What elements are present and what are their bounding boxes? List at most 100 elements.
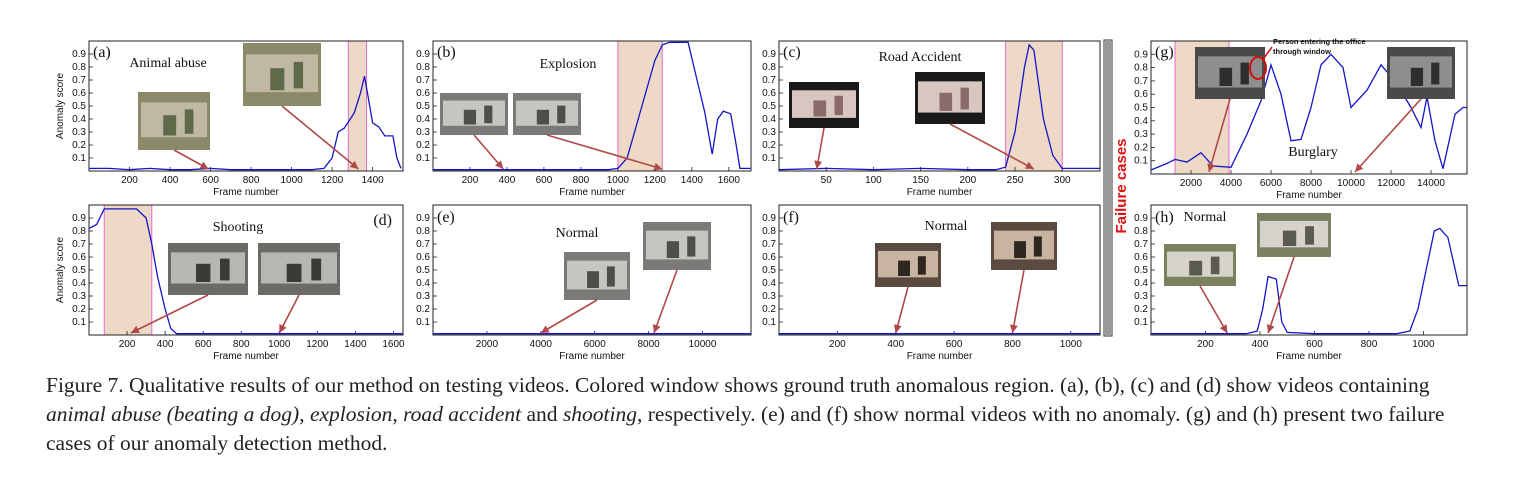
caption-text-4: and	[521, 402, 563, 426]
arrow-head	[1355, 163, 1364, 172]
x-tick-label: 1000	[1412, 339, 1435, 350]
y-tick-label: 0.7	[72, 75, 86, 86]
x-tick-label: 600	[536, 175, 553, 186]
ground-truth-window	[347, 40, 368, 172]
x-tick-label: 800	[243, 175, 260, 186]
x-axis-label: Frame number	[907, 351, 973, 360]
chart-a: 0.1 0.2 0.3 0.4 0.5 0.6 0.7 0.8 0.9 200 400 600 800 1…	[55, 40, 404, 198]
panel-letter: (f)	[783, 209, 799, 226]
pointer-arrow	[130, 294, 209, 334]
y-tick-label: 0.4	[1134, 116, 1148, 127]
x-tick-label: 1000	[280, 175, 303, 186]
x-axis-label: Frame number	[559, 351, 625, 360]
x-tick-label: 10000	[689, 339, 717, 350]
panel-title: Animal abuse	[129, 56, 206, 71]
y-tick-label: 0.7	[416, 239, 430, 250]
video-frame-thumbnail	[513, 93, 581, 135]
x-tick-label: 200	[462, 175, 479, 186]
anomaly-score-line	[433, 41, 751, 171]
x-tick-label: 4000	[530, 339, 553, 350]
x-tick-label: 200	[829, 339, 846, 350]
y-tick-label: 0.3	[762, 291, 776, 302]
failure-cases-separator: Failure cases	[1103, 39, 1130, 337]
y-tick-label: 0.5	[72, 101, 86, 112]
x-tick-label: 400	[499, 175, 516, 186]
anomaly-score-line	[1151, 227, 1467, 335]
x-tick-label: 400	[887, 339, 904, 350]
arrow-head	[279, 324, 287, 333]
y-tick-label: 0.5	[1134, 265, 1148, 276]
video-frame-thumbnail	[258, 243, 340, 295]
y-tick-label: 0.8	[762, 226, 776, 237]
x-axis-label: Frame number	[1276, 351, 1342, 360]
arrow-head	[130, 325, 140, 334]
x-tick-label: 400	[1252, 339, 1269, 350]
highlight-pointer	[1263, 46, 1273, 59]
pointer-arrow	[1354, 98, 1422, 173]
y-tick-label: 0.9	[1134, 49, 1148, 60]
video-frame-thumbnail	[1164, 244, 1236, 286]
y-tick-label: 0.1	[762, 153, 776, 164]
y-tick-label: 0.8	[1134, 63, 1148, 74]
arrow-head	[1009, 324, 1018, 333]
x-tick-label: 800	[1004, 339, 1021, 350]
y-tick-label: 0.1	[72, 153, 86, 164]
caption-emph-explosion: explosion	[309, 402, 393, 426]
video-frame-thumbnail	[168, 243, 248, 295]
panel-annotation: Person entering the office	[1273, 37, 1366, 46]
panel-title: Normal	[925, 219, 968, 234]
x-tick-label: 600	[946, 339, 963, 350]
y-tick-label: 0.5	[416, 101, 430, 112]
x-axis-label: Frame number	[213, 351, 279, 360]
y-tick-label: 0.7	[72, 239, 86, 250]
x-tick-label: 400	[162, 175, 179, 186]
panel-annotation: through window	[1273, 47, 1331, 56]
pointer-arrow	[281, 105, 359, 170]
y-tick-label: 0.6	[762, 252, 776, 263]
arrow-head	[814, 160, 823, 169]
x-axis-label: Frame number	[213, 187, 279, 198]
x-tick-label: 2000	[476, 339, 499, 350]
x-tick-label: 1600	[382, 339, 405, 350]
y-tick-label: 0.5	[72, 265, 86, 276]
y-tick-label: 0.3	[416, 291, 430, 302]
pointer-arrow	[949, 123, 1035, 170]
x-tick-label: 200	[1197, 339, 1214, 350]
y-tick-label: 0.7	[416, 75, 430, 86]
video-frame-thumbnail	[440, 93, 508, 135]
chart-f: 0.1 0.2 0.3 0.4 0.5 0.6 0.7 0.8 0.9 200 400 600 800 1…	[762, 204, 1101, 360]
arrow-head	[495, 160, 504, 169]
panel-letter: (d)	[373, 212, 392, 229]
y-tick-label: 0.1	[1134, 156, 1148, 167]
x-tick-label: 1200	[306, 339, 329, 350]
pointer-arrow	[546, 134, 663, 170]
x-axis-label: Frame number	[559, 187, 625, 198]
x-tick-label: 50	[821, 175, 833, 186]
pointer-arrow	[540, 299, 598, 334]
x-tick-label: 12000	[1377, 178, 1405, 189]
anomaly-score-line	[88, 208, 403, 335]
y-tick-label: 0.2	[72, 140, 86, 151]
y-tick-label: 0.9	[1134, 213, 1148, 224]
anomaly-score-line	[1150, 53, 1467, 171]
arrow-head	[652, 324, 661, 333]
caption-text-1: Figure 7. Qualitative results of our met…	[46, 373, 1430, 397]
y-tick-label: 0.9	[72, 213, 86, 224]
y-tick-label: 0.2	[416, 304, 430, 315]
video-frame-thumbnail	[243, 43, 321, 106]
x-tick-label: 6000	[1260, 178, 1283, 189]
y-tick-label: 0.5	[416, 265, 430, 276]
x-tick-label: 250	[1007, 175, 1024, 186]
caption-emph-animal-abuse: animal abuse (beating a dog)	[46, 402, 300, 426]
y-tick-label: 0.4	[416, 114, 430, 125]
ground-truth-window	[103, 204, 153, 336]
caption-emph-shooting: shooting	[562, 402, 638, 426]
panel-title: Shooting	[213, 220, 264, 235]
y-tick-label: 0.1	[416, 153, 430, 164]
video-frame-thumbnail	[991, 222, 1057, 270]
y-tick-label: 0.3	[1134, 291, 1148, 302]
panel-title: Normal	[1184, 210, 1227, 225]
x-tick-label: 200	[119, 339, 136, 350]
y-tick-label: 0.3	[1134, 129, 1148, 140]
x-tick-label: 1400	[361, 175, 384, 186]
